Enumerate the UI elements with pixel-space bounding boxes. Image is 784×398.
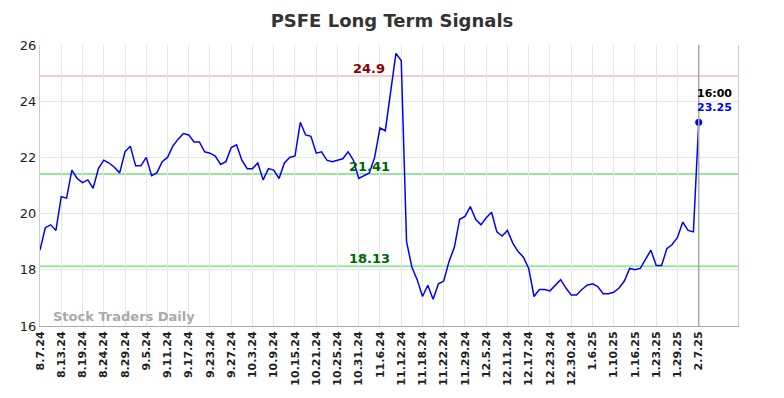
svg-text:12.17.24: 12.17.24: [522, 331, 535, 386]
svg-text:20: 20: [20, 206, 37, 221]
svg-text:11.6.24: 11.6.24: [374, 331, 387, 378]
svg-text:2.7.25: 2.7.25: [692, 331, 705, 370]
svg-text:18.13: 18.13: [349, 251, 390, 266]
svg-text:9.11.24: 9.11.24: [161, 331, 174, 378]
svg-text:18: 18: [20, 262, 37, 277]
svg-text:8.29.24: 8.29.24: [119, 331, 132, 378]
svg-text:8.13.24: 8.13.24: [55, 331, 68, 378]
svg-text:11.12.24: 11.12.24: [395, 331, 408, 386]
svg-text:12.11.24: 12.11.24: [501, 331, 514, 386]
svg-text:PSFE Long Term Signals: PSFE Long Term Signals: [271, 10, 514, 31]
svg-text:10.21.24: 10.21.24: [310, 331, 323, 386]
svg-text:9.27.24: 9.27.24: [225, 331, 238, 378]
svg-text:12.5.24: 12.5.24: [480, 331, 493, 378]
svg-text:9.17.24: 9.17.24: [182, 331, 195, 378]
svg-text:10.15.24: 10.15.24: [289, 331, 302, 386]
svg-text:12.23.24: 12.23.24: [544, 331, 557, 386]
svg-text:1.23.25: 1.23.25: [650, 331, 663, 378]
svg-text:1.6.25: 1.6.25: [586, 331, 599, 370]
svg-text:11.29.24: 11.29.24: [459, 331, 472, 386]
svg-text:1.10.25: 1.10.25: [607, 331, 620, 378]
svg-text:16: 16: [20, 319, 37, 334]
svg-text:22: 22: [20, 150, 37, 165]
svg-text:24.9: 24.9: [353, 61, 385, 76]
svg-text:9.23.24: 9.23.24: [204, 331, 217, 378]
svg-text:12.30.24: 12.30.24: [565, 331, 578, 386]
svg-text:1.16.25: 1.16.25: [629, 331, 642, 378]
svg-text:8.19.24: 8.19.24: [76, 331, 89, 378]
svg-text:21.41: 21.41: [349, 159, 390, 174]
svg-text:23.25: 23.25: [697, 101, 732, 114]
svg-text:11.22.24: 11.22.24: [437, 331, 450, 386]
svg-text:26: 26: [20, 38, 37, 53]
svg-text:24: 24: [20, 94, 37, 109]
svg-text:1.29.25: 1.29.25: [671, 331, 684, 378]
svg-text:Stock Traders Daily: Stock Traders Daily: [53, 309, 195, 324]
svg-text:8.24.24: 8.24.24: [97, 331, 110, 378]
svg-text:10.31.24: 10.31.24: [352, 331, 365, 386]
svg-text:10.3.24: 10.3.24: [246, 331, 259, 378]
svg-text:10.25.24: 10.25.24: [331, 331, 344, 386]
svg-text:11.18.24: 11.18.24: [416, 331, 429, 386]
svg-text:8.7.24: 8.7.24: [34, 331, 47, 370]
svg-text:10.9.24: 10.9.24: [267, 331, 280, 378]
svg-text:16:00: 16:00: [697, 87, 732, 100]
svg-text:9.5.24: 9.5.24: [140, 331, 153, 370]
